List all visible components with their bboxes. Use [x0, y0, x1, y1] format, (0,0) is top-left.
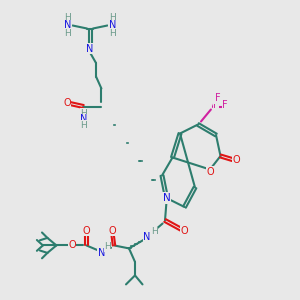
- Text: O: O: [181, 226, 188, 236]
- Text: N: N: [80, 114, 87, 124]
- Text: N: N: [86, 44, 94, 54]
- Text: O: O: [63, 98, 71, 108]
- Text: H: H: [109, 28, 116, 38]
- Text: H: H: [80, 109, 87, 118]
- Text: H: H: [64, 28, 71, 38]
- Text: O: O: [206, 167, 214, 177]
- Text: N: N: [109, 20, 116, 31]
- Text: O: O: [82, 226, 90, 236]
- Text: N: N: [143, 232, 151, 242]
- Text: F: F: [213, 100, 219, 110]
- Text: F: F: [222, 100, 228, 110]
- Text: N: N: [64, 20, 71, 31]
- Text: N: N: [98, 248, 105, 258]
- Text: N: N: [163, 193, 170, 203]
- Text: H: H: [151, 227, 158, 236]
- Text: O: O: [109, 226, 117, 236]
- Text: H: H: [109, 14, 116, 22]
- Text: F: F: [215, 93, 220, 103]
- Text: H: H: [64, 14, 71, 22]
- Text: O: O: [68, 240, 76, 250]
- Text: H: H: [104, 242, 111, 251]
- Text: O: O: [232, 154, 240, 165]
- Text: H: H: [80, 121, 87, 130]
